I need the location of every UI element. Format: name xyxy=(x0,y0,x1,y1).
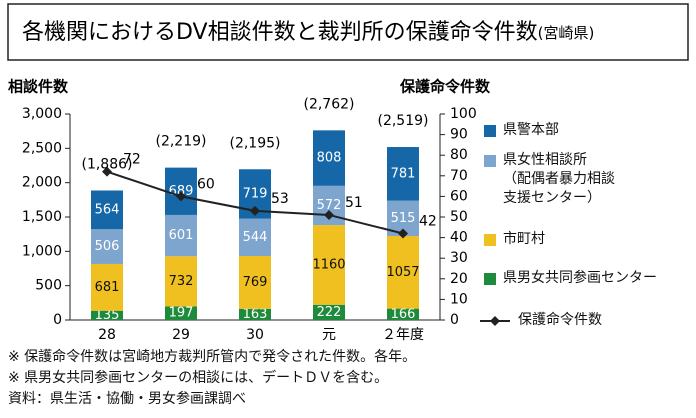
line-value-label: 53 xyxy=(271,191,289,207)
note: ※ 保護命令件数は宮崎地方裁判所管内で発令された件数。各年。 xyxy=(8,349,417,365)
note: ※ 県男女共同参画センターの相談には、デートＤＶを含む。 xyxy=(8,370,389,386)
legend-swatch xyxy=(484,273,496,285)
value-label: 222 xyxy=(317,305,342,320)
total-label: (2,519) xyxy=(377,113,428,129)
legend-swatch xyxy=(484,125,496,137)
value-label: 163 xyxy=(243,307,268,322)
bar-segment xyxy=(387,236,419,309)
y-tick-label: 2,500 xyxy=(22,140,62,156)
line-marker xyxy=(176,191,186,202)
value-label: 166 xyxy=(391,307,416,322)
bar-segment xyxy=(387,147,419,201)
value-label: 564 xyxy=(95,202,120,217)
y-tick-label: 0 xyxy=(53,312,62,328)
bar-segment xyxy=(165,214,197,257)
bar-segment xyxy=(165,167,197,215)
legend-marker xyxy=(490,316,500,326)
bar-segment xyxy=(387,308,419,320)
x-tick-label: 28 xyxy=(98,327,116,343)
line-value-label: 51 xyxy=(345,195,363,211)
y-tick-label: 1,500 xyxy=(22,209,62,225)
line-marker xyxy=(398,228,408,239)
value-label: 732 xyxy=(169,274,194,289)
bar-segment xyxy=(313,304,345,320)
bar-segment xyxy=(239,218,271,257)
y2-tick-label: 20 xyxy=(450,271,468,287)
line-marker xyxy=(102,166,112,177)
legend-label: 保護命令件数 xyxy=(518,312,602,328)
legend-label: 県警本部 xyxy=(503,122,559,138)
y2-tick-label: 100 xyxy=(450,106,477,122)
value-label: 1160 xyxy=(312,257,345,272)
x-tick-label: 30 xyxy=(246,327,264,343)
bar-segment xyxy=(239,308,271,320)
value-label: 1057 xyxy=(386,265,419,280)
value-label: 572 xyxy=(317,198,342,213)
line-value-label: 42 xyxy=(419,213,437,229)
title-box xyxy=(7,3,689,61)
value-label: 515 xyxy=(391,211,416,226)
line-marker xyxy=(324,209,334,220)
y-tick-label: 2,000 xyxy=(22,175,62,191)
y2-tick-label: 60 xyxy=(450,188,468,204)
bar-segment xyxy=(165,306,197,320)
total-label: (2,219) xyxy=(155,134,206,150)
total-label: (1,886) xyxy=(81,156,132,172)
x-tick-label: ２年度 xyxy=(382,327,424,343)
bar-segment xyxy=(239,256,271,309)
legend-label: 県女性相談所 （配偶者暴力相談 支援センター） xyxy=(503,152,615,206)
total-label: (2,762) xyxy=(303,96,354,112)
total-label: (2,195) xyxy=(229,135,280,151)
y2-tick-label: 90 xyxy=(450,127,468,143)
value-label: 781 xyxy=(391,166,416,181)
bar-segment xyxy=(91,310,123,320)
y-axis-title: 相談件数 xyxy=(8,78,69,96)
value-label: 808 xyxy=(317,151,342,166)
value-label: 601 xyxy=(169,228,194,243)
y2-tick-label: 0 xyxy=(450,312,459,328)
legend-swatch xyxy=(484,155,496,167)
value-label: 681 xyxy=(95,280,120,295)
bar-segment xyxy=(91,229,123,264)
y-tick-label: 3,000 xyxy=(22,106,62,122)
legend-swatch xyxy=(484,234,496,246)
y2-tick-label: 80 xyxy=(450,147,468,163)
y2-tick-label: 30 xyxy=(450,250,468,266)
bar-segment xyxy=(313,225,345,305)
x-tick-label: 29 xyxy=(172,327,190,343)
value-label: 769 xyxy=(243,275,268,290)
line-value-label: 72 xyxy=(123,152,141,168)
value-label: 197 xyxy=(169,306,194,321)
y-tick-label: 500 xyxy=(35,278,62,294)
bar-segment xyxy=(165,256,197,307)
y2-tick-label: 50 xyxy=(450,209,468,225)
chart-title: 各機関におけるDV相談件数と裁判所の保護命令件数(宮崎県) xyxy=(22,20,594,45)
y2-tick-label: 10 xyxy=(450,291,468,307)
legend-label: 県男女共同参画センター xyxy=(503,270,657,286)
y2-tick-label: 70 xyxy=(450,168,468,184)
title-main: 各機関におけるDV相談件数と裁判所の保護命令件数 xyxy=(22,20,538,45)
value-label: 544 xyxy=(243,230,268,245)
bar-segment xyxy=(91,190,123,230)
legend-label: 市町村 xyxy=(503,231,545,247)
note: 資料：県生活・協働・男女参画課調べ xyxy=(8,391,246,407)
bar-segment xyxy=(91,263,123,311)
value-label: 506 xyxy=(95,239,120,254)
line-marker xyxy=(250,205,260,216)
y-tick-label: 1,000 xyxy=(22,243,62,259)
x-tick-label: 元 xyxy=(322,327,336,343)
bar-segment xyxy=(313,130,345,186)
y2-axis-title: 保護命令件数 xyxy=(399,78,491,96)
y2-tick-label: 40 xyxy=(450,230,468,246)
title-sub: (宮崎県) xyxy=(538,24,595,42)
line-value-label: 60 xyxy=(197,176,215,192)
value-label: 719 xyxy=(243,186,268,201)
value-label: 135 xyxy=(95,308,120,323)
